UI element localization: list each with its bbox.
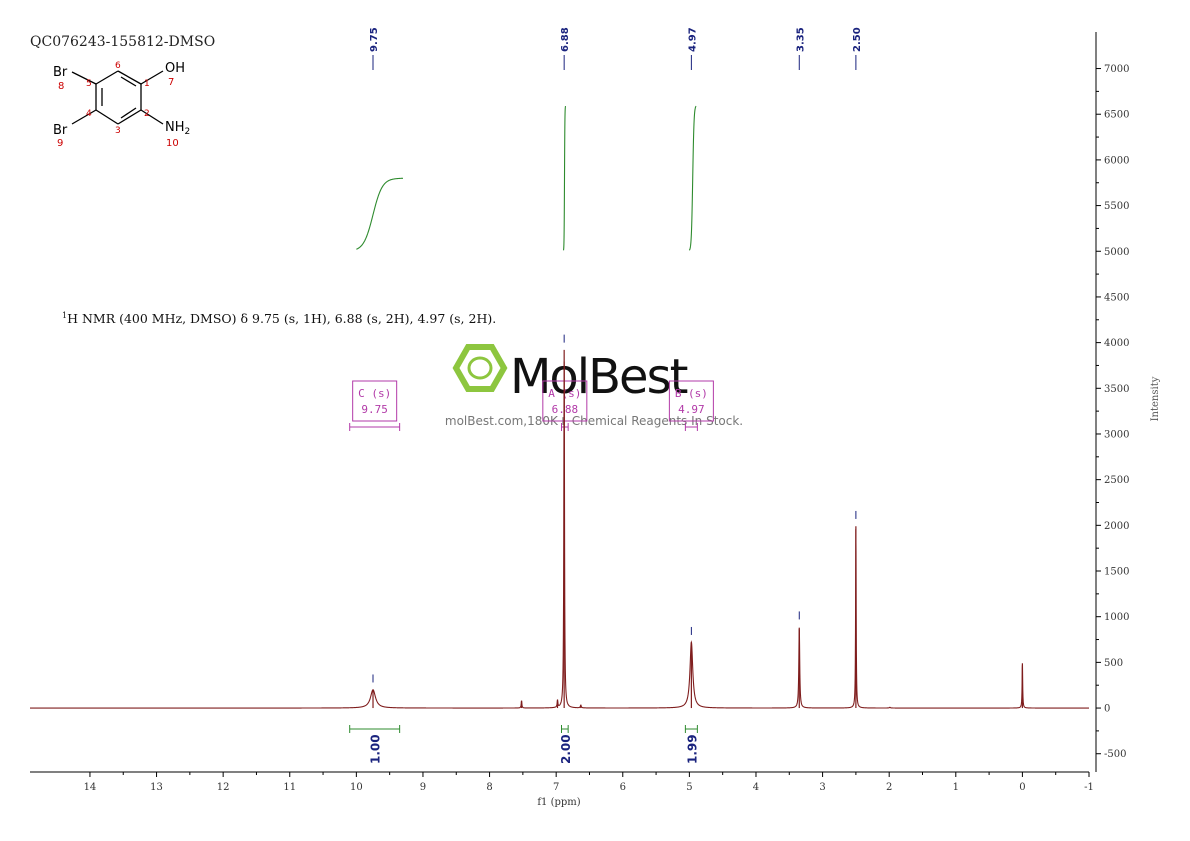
y-tick-label: 6500	[1104, 110, 1129, 121]
y-tick-label: 4500	[1104, 292, 1129, 303]
x-tick-label: 4	[753, 782, 759, 793]
integral-value: 1.00	[369, 734, 383, 764]
x-tick-label: -1	[1084, 782, 1094, 793]
x-tick-label: 9	[420, 782, 426, 793]
watermark-brand: MolBest	[510, 349, 688, 405]
integral-value: 1.99	[685, 734, 699, 764]
y-tick-label: 3000	[1104, 429, 1129, 440]
peak-label: 3.35	[795, 27, 806, 52]
ring-number: 3	[115, 126, 121, 136]
peak-label: 9.75	[369, 27, 380, 52]
x-tick-label: 3	[819, 782, 825, 793]
watermark-tagline: molBest.com,180K+ Chemical Reagents In S…	[445, 414, 743, 428]
integral-curves	[356, 105, 697, 251]
atom-number: 10	[166, 138, 179, 149]
nmr-description: 1H NMR (400 MHz, DMSO) δ 9.75 (s, 1H), 6…	[62, 311, 496, 326]
integral-curve	[562, 105, 567, 251]
x-tick-label: 1	[953, 782, 959, 793]
ring-number: 2	[144, 109, 150, 119]
ring-number: 6	[115, 61, 121, 71]
atom-label: Br	[53, 65, 68, 80]
y-tick-label: 5000	[1104, 247, 1129, 258]
y-tick-label: 0	[1104, 704, 1110, 715]
spectrum	[30, 334, 1089, 709]
y-axis: -500 0 500 1000 1500 2000 2500 3000 3500 4000 4500…	[1096, 64, 1129, 760]
x-axis: 14 13 12 11 10 9 8 7 6 5 4 3 2 1 0 -1	[84, 772, 1094, 793]
ring-number: 4	[86, 109, 92, 119]
integral-value: 2.00	[559, 734, 573, 764]
y-tick-label: 3500	[1104, 384, 1129, 395]
nmr-superscript: 1	[62, 311, 67, 320]
molecule-structure: Br 8 Br 9 OH 7 NH2 10 1 2 3 4 5 6	[53, 61, 190, 149]
x-tick-label: 0	[1019, 782, 1025, 793]
spectrum-trace	[30, 361, 1089, 709]
atom-label: NH2	[165, 120, 190, 137]
peak-label: 4.97	[687, 27, 698, 52]
y-tick-label: 2500	[1104, 475, 1129, 486]
x-tick-label: 12	[217, 782, 230, 793]
x-tick-label: 13	[150, 782, 163, 793]
x-tick-label: 7	[553, 782, 559, 793]
y-tick-label: 1500	[1104, 567, 1129, 578]
y-tick-label: 4000	[1104, 338, 1129, 349]
atom-label: Br	[53, 123, 68, 138]
y-tick-label: 2000	[1104, 521, 1129, 532]
y-tick-label: 5500	[1104, 201, 1129, 212]
multiplet-label: C (s)	[358, 387, 391, 400]
integral-curve	[356, 177, 403, 250]
x-tick-label: 8	[486, 782, 492, 793]
y-tick-label: 7000	[1104, 64, 1129, 75]
x-axis-label: f1 (ppm)	[537, 797, 580, 808]
x-tick-label: 11	[283, 782, 296, 793]
atom-number: 9	[57, 138, 63, 149]
ring-number: 5	[86, 79, 92, 89]
integral-curve	[688, 105, 697, 251]
plot-frame	[30, 32, 1097, 773]
x-tick-label: 10	[350, 782, 363, 793]
x-tick-label: 5	[686, 782, 692, 793]
x-tick-label: 6	[620, 782, 626, 793]
y-tick-label: 500	[1104, 658, 1123, 669]
nmr-description-body: H NMR (400 MHz, DMSO) δ 9.75 (s, 1H), 6.…	[67, 311, 496, 326]
multiplet-box	[668, 380, 714, 422]
molbest-watermark: MolBest molBest.com,180K+ Chemical Reage…	[445, 344, 743, 428]
multiplet-box	[352, 380, 398, 422]
hexagon-logo-icon	[452, 344, 508, 392]
integral-bars: 1.00 2.00 1.99	[349, 725, 699, 764]
atom-number: 7	[168, 77, 174, 88]
x-tick-label: 14	[84, 782, 97, 793]
ring-number: 1	[144, 79, 150, 89]
y-axis-label: Intensity	[1150, 376, 1161, 421]
y-tick-label: -500	[1104, 749, 1126, 760]
y-tick-label: 1000	[1104, 612, 1129, 623]
multiplet-shift: 9.75	[361, 403, 388, 416]
atom-label: OH	[165, 61, 185, 76]
atom-number: 8	[58, 81, 64, 92]
peak-label: 6.88	[560, 27, 571, 52]
multiplet-shift: 4.97	[678, 403, 705, 416]
peak-label: 2.50	[852, 27, 863, 52]
sample-id: QC076243-155812-DMSO	[30, 34, 215, 50]
y-tick-label: 6000	[1104, 155, 1129, 166]
x-tick-label: 2	[886, 782, 892, 793]
peak-labels: 9.75 6.88 4.97 3.35 2.50	[369, 27, 863, 70]
multiplet-label: B (s)	[675, 387, 708, 400]
